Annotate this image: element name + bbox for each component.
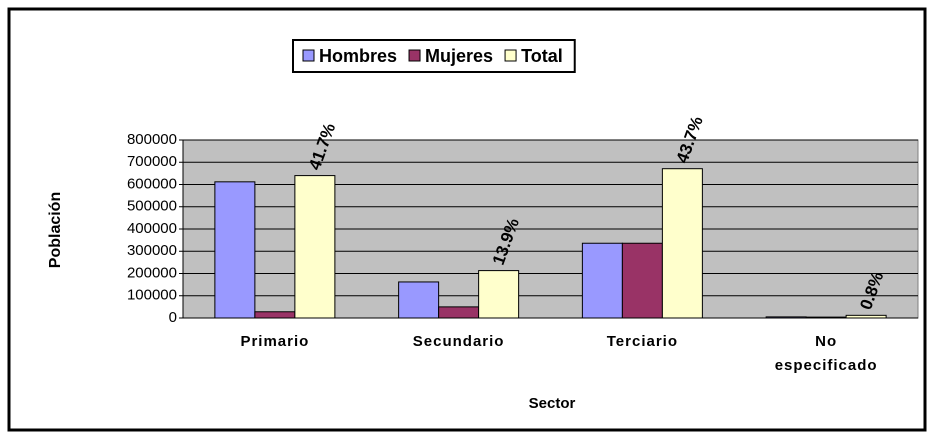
y-tick-label: 0 <box>169 309 177 326</box>
bar <box>254 311 296 319</box>
y-tick-label: 600000 <box>127 175 177 192</box>
x-tick-label: No especificado <box>775 333 878 374</box>
y-tick-label: 400000 <box>127 220 177 237</box>
legend-swatch <box>408 49 421 62</box>
bar <box>398 281 440 319</box>
x-axis-label: Sector <box>529 395 576 412</box>
bar <box>621 242 663 319</box>
bar <box>294 175 336 319</box>
bar <box>845 314 887 319</box>
y-tick-label: 700000 <box>127 153 177 170</box>
legend-box <box>292 39 576 73</box>
bar <box>478 270 520 319</box>
legend-label: Total <box>521 46 563 66</box>
y-tick-label: 100000 <box>127 287 177 304</box>
bar <box>438 306 480 319</box>
x-tick-label: Terciario <box>607 333 678 350</box>
legend-label: Hombres <box>319 46 397 66</box>
legend-label: Mujeres <box>425 46 493 66</box>
legend-swatch <box>504 49 517 62</box>
bar <box>581 242 623 319</box>
legend: Hombres Mujeres Total <box>292 39 576 73</box>
legend-swatch <box>302 49 315 62</box>
bar <box>214 181 256 319</box>
y-axis-label: Población <box>47 192 64 268</box>
y-tick-label: 500000 <box>127 198 177 215</box>
x-tick-label: Secundario <box>413 333 505 350</box>
y-tick-label: 200000 <box>127 264 177 281</box>
bar <box>765 316 807 319</box>
bar <box>805 316 847 319</box>
x-tick-label: Primario <box>240 333 309 350</box>
y-tick-label: 300000 <box>127 242 177 259</box>
bar <box>661 168 703 319</box>
y-tick-label: 800000 <box>127 131 177 148</box>
